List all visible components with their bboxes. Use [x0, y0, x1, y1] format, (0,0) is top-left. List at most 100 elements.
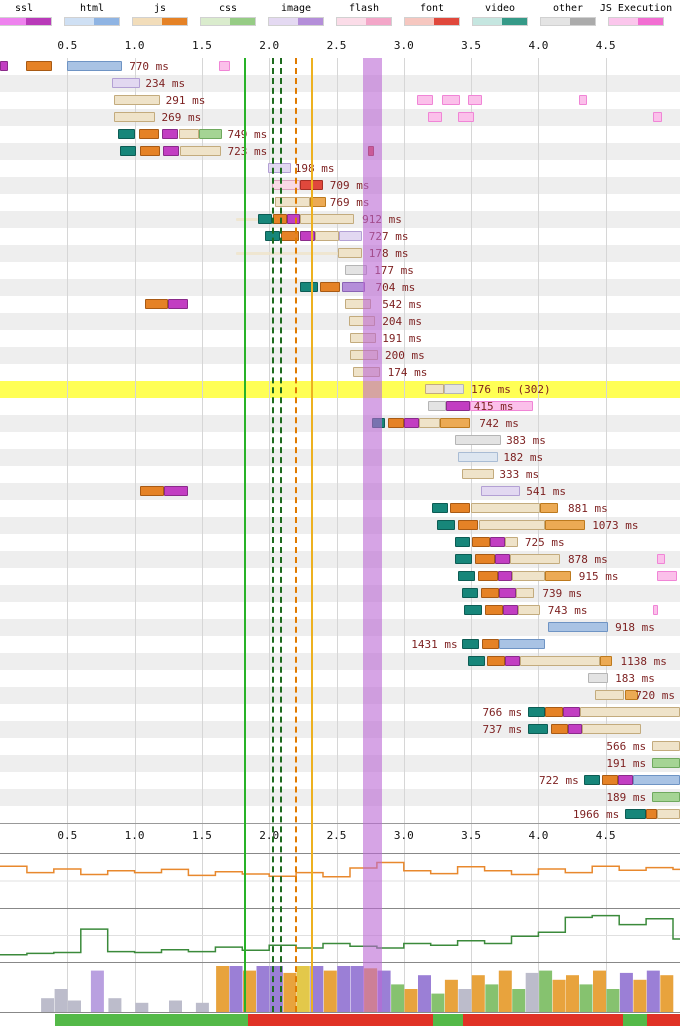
request-row[interactable]: 737 ms — [0, 721, 680, 738]
request-segment-font — [300, 180, 324, 190]
request-segment-ssl — [562, 707, 581, 717]
legend-swatch-light — [201, 18, 231, 25]
request-segment-ssl — [286, 214, 301, 224]
request-row[interactable]: 720 ms — [0, 687, 680, 704]
request-segment-dns — [454, 554, 473, 564]
request-segment-waitl — [480, 486, 520, 496]
request-row[interactable]: 918 ms — [0, 619, 680, 636]
request-row[interactable]: 178 ms — [0, 245, 680, 262]
request-segment-dns — [457, 571, 476, 581]
request-row[interactable]: 198 ms — [0, 160, 680, 177]
request-row[interactable]: 770 ms — [0, 58, 680, 75]
request-segment-wait — [235, 252, 338, 255]
request-time-label: 234 ms — [145, 77, 186, 90]
request-row[interactable]: 1073 ms — [0, 517, 680, 534]
request-time-label: 541 ms — [526, 485, 567, 498]
legend-swatch — [64, 17, 120, 26]
request-row[interactable]: 234 ms — [0, 75, 680, 92]
request-row[interactable]: 769 ms — [0, 194, 680, 211]
request-time-label: 878 ms — [568, 553, 608, 566]
request-segment-wait — [350, 333, 376, 343]
request-row[interactable]: 766 ms — [0, 704, 680, 721]
request-row[interactable]: 912 ms — [0, 211, 680, 228]
request-row[interactable]: 727 ms — [0, 228, 680, 245]
request-segment-ssl — [495, 554, 511, 564]
request-segment-jel — [469, 401, 534, 411]
request-time-label: 189 ms — [606, 791, 647, 804]
request-row[interactable]: 878 ms — [0, 551, 680, 568]
request-segment-con — [601, 775, 618, 785]
request-time-label: 749 ms — [227, 128, 268, 141]
request-row[interactable]: 739 ms — [0, 585, 680, 602]
request-row[interactable]: 191 ms — [0, 330, 680, 347]
request-segment-con — [484, 605, 504, 615]
request-row[interactable]: 383 ms — [0, 432, 680, 449]
axis-tick-bottom: 2.0 — [259, 829, 280, 842]
legend-item-video: video — [466, 0, 534, 32]
request-row[interactable]: 176 ms (302) — [0, 381, 680, 398]
request-row[interactable]: 749 ms — [0, 126, 680, 143]
request-segment-jel — [468, 95, 482, 105]
request-row[interactable]: 1966 ms — [0, 806, 680, 823]
request-segment-js — [539, 503, 559, 513]
request-segment-ssl — [162, 146, 180, 156]
axis-tick-bottom: 4.0 — [528, 829, 549, 842]
request-segment-waitp — [271, 180, 301, 190]
request-row[interactable]: 725 ms — [0, 534, 680, 551]
request-segment-wait — [511, 571, 546, 581]
request-segment-ssl — [161, 129, 178, 139]
legend-label: js — [153, 3, 167, 14]
request-segment-wait — [425, 384, 445, 394]
request-time-label: 291 ms — [165, 94, 206, 107]
request-segment-wait — [471, 503, 540, 513]
request-row[interactable]: 182 ms — [0, 449, 680, 466]
bandwidth-line — [0, 861, 680, 882]
request-row[interactable]: 541 ms — [0, 483, 680, 500]
legend-swatch-light — [541, 18, 571, 25]
legend-swatch-light — [609, 18, 639, 25]
request-row[interactable]: 291 ms — [0, 92, 680, 109]
request-segment-dns — [454, 537, 470, 547]
request-row[interactable]: 722 ms — [0, 772, 680, 789]
request-segment-waitb — [457, 452, 498, 462]
request-row[interactable]: 269 ms — [0, 109, 680, 126]
request-row[interactable]: 200 ms — [0, 347, 680, 364]
request-time-label: 178 ms — [368, 247, 409, 260]
request-segment-con — [481, 639, 500, 649]
request-time-label: 198 ms — [294, 162, 335, 175]
request-row[interactable]: 704 ms — [0, 279, 680, 296]
request-segment-wait — [274, 197, 310, 207]
request-row[interactable]: 881 ms — [0, 500, 680, 517]
legend-swatch-light — [337, 18, 367, 25]
request-segment-dns — [432, 503, 449, 513]
browser-main-thread-chart — [0, 962, 680, 1013]
legend-swatch-light — [269, 18, 299, 25]
request-segment-font — [367, 146, 375, 156]
request-row[interactable]: 174 ms — [0, 364, 680, 381]
legend-item-html: html — [58, 0, 126, 32]
request-row[interactable]: 1138 ms — [0, 653, 680, 670]
request-row[interactable]: 542 ms — [0, 296, 680, 313]
bandwidth-chart — [0, 853, 680, 909]
request-row[interactable]: 709 ms — [0, 177, 680, 194]
request-row[interactable]: 723 ms — [0, 143, 680, 160]
request-row[interactable]: 333 ms — [0, 466, 680, 483]
request-segment-wait — [519, 656, 601, 666]
request-row[interactable]: 1431 ms — [0, 636, 680, 653]
request-row[interactable]: 177 ms — [0, 262, 680, 279]
waterfall-rows: 770 ms 234 ms 291 ms 269 ms 749 ms 723 ms 198 … — [0, 58, 680, 823]
request-row[interactable]: 415 ms — [0, 398, 680, 415]
request-segment-jel — [457, 112, 474, 122]
request-row[interactable]: 204 ms — [0, 313, 680, 330]
request-row[interactable]: 191 ms — [0, 755, 680, 772]
request-row[interactable]: 189 ms — [0, 789, 680, 806]
axis-tick-top: 2.0 — [259, 39, 280, 52]
request-row[interactable]: 915 ms — [0, 568, 680, 585]
request-row[interactable]: 183 ms — [0, 670, 680, 687]
request-row[interactable]: 566 ms — [0, 738, 680, 755]
request-row[interactable]: 743 ms — [0, 602, 680, 619]
request-row[interactable]: 742 ms — [0, 415, 680, 432]
request-segment-dns — [119, 146, 136, 156]
legend-swatch — [404, 17, 460, 26]
